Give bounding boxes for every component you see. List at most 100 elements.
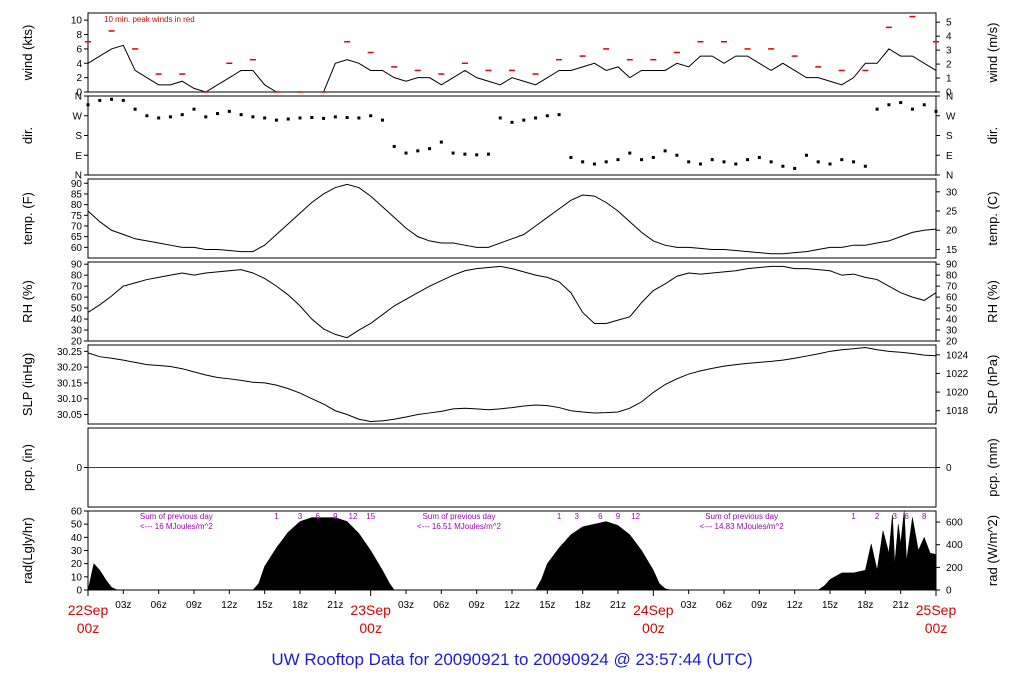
rad-left-tick-label: 20 [71,559,83,570]
temp-line [87,183,937,255]
dir-point [192,107,196,111]
dir-point [604,160,608,164]
date-tick-hour: 00z [642,620,665,636]
slp-left-tick-label: 30.05 [57,410,82,421]
rh-left-tick-label: 60 [71,293,83,304]
temp-left-tick-label: 65 [71,232,83,243]
temp-frame [87,178,937,259]
rh-right-tick-label: 40 [946,315,958,326]
temp-right-tick-label: 20 [946,226,958,237]
dir-point [86,103,90,107]
wind-left-tick-label: 10 [71,16,83,27]
temp-right-tick-label: 15 [946,245,958,256]
rad-hour-marker: 3 [575,512,580,521]
date-tick-hour: 00z [925,620,948,636]
wind-left-tick-label: 8 [76,30,82,41]
dir-point [380,118,384,122]
slp-ylabel-right: SLP (hPa) [985,355,1000,415]
date-tick-label: 22Sep [68,602,109,618]
slp-ylabel-left: SLP (inHg) [20,353,35,416]
rh-left-tick-label: 30 [71,326,83,337]
dir-ylabel-left: dir. [20,127,35,144]
x-tick-label: 15z [822,600,838,611]
rad-right-tick-label: 0 [946,586,952,597]
dir-point [828,162,832,166]
rh-left-tick-label: 90 [71,260,83,271]
rh-right-tick-label: 30 [946,326,958,337]
dir-point [863,164,867,168]
rad-left-tick-label: 60 [71,507,83,518]
rad-hour-marker: 8 [922,512,927,521]
rad-left-tick-label: 10 [71,572,83,583]
rh-right-tick-label: 50 [946,304,958,315]
dir-point [663,149,667,153]
dir-point [510,120,514,124]
dir-point [545,114,549,118]
rad-sum-note: Sum of previous day [140,512,213,521]
dir-left-tick-label: N [75,171,82,182]
dir-right-tick-label: E [946,151,953,162]
wind-right-tick-label: 0 [946,88,952,99]
dir-point [369,114,373,118]
rh-left-tick-label: 80 [71,271,83,282]
temp-left-tick-label: 70 [71,221,83,232]
dir-point [793,166,797,170]
dir-point [204,115,208,119]
dir-point [168,115,172,119]
x-tick-label: 21z [327,600,343,611]
date-tick-label: 24Sep [633,602,674,618]
x-tick-label: 06z [716,600,732,611]
rad-left-tick-label: 50 [71,520,83,531]
dir-point [522,118,526,122]
rad-hour-marker: 1 [557,512,562,521]
dir-point [592,162,596,166]
pcp-ylabel-right: pcp. (mm) [985,438,1000,497]
dir-point [98,98,102,102]
rad-ylabel-left: rad(Lgly/hr) [20,517,35,583]
dir-point [475,153,479,157]
dir-point [239,113,243,117]
rad-left-tick-label: 40 [71,533,83,544]
x-tick-label: 09z [186,600,202,611]
rad-hour-marker: 1 [274,512,279,521]
dir-point [781,164,785,168]
x-tick-label: 12z [504,600,520,611]
dir-point [769,160,773,164]
dir-point [640,158,644,162]
rh-left-tick-label: 50 [71,304,83,315]
rad-sum-note: <--- 16 MJoules/m^2 [140,522,213,531]
dir-right-tick-label: S [946,131,953,142]
rad-ylabel-right: rad (W/m^2) [985,515,1000,586]
dir-left-tick-label: N [75,92,82,103]
dir-point [322,116,326,120]
dir-point [675,153,679,157]
rad-sum-note: Sum of previous day [423,512,496,521]
x-tick-label: 03z [115,600,131,611]
wind-left-tick-label: 2 [76,73,82,84]
wind-frame [87,12,937,93]
rad-sum-note: Sum of previous day [705,512,778,521]
rh-ylabel-left: RH (%) [20,280,35,323]
wind-left-tick-label: 0 [76,88,82,99]
dir-point [569,155,573,159]
pcp-ylabel-left: pcp. (in) [20,444,35,491]
wind-line [87,44,937,93]
x-tick-label: 18z [575,600,591,611]
temp-right-tick-label: 25 [946,207,958,218]
rad-frame [87,510,937,591]
dir-point [498,116,502,120]
dir-point [816,160,820,164]
rad-hour-marker: 2 [875,512,880,521]
rad-hour-marker: 3 [893,512,898,521]
dir-right-tick-label: N [946,171,953,182]
rh-right-tick-label: 60 [946,293,958,304]
dir-point [227,109,231,113]
wind-left-tick-label: 6 [76,44,82,55]
dir-point [922,103,926,107]
rad-hour-marker: 6 [904,512,909,521]
temp-left-tick-label: 90 [71,179,83,190]
slp-right-tick-label: 1024 [946,350,969,361]
